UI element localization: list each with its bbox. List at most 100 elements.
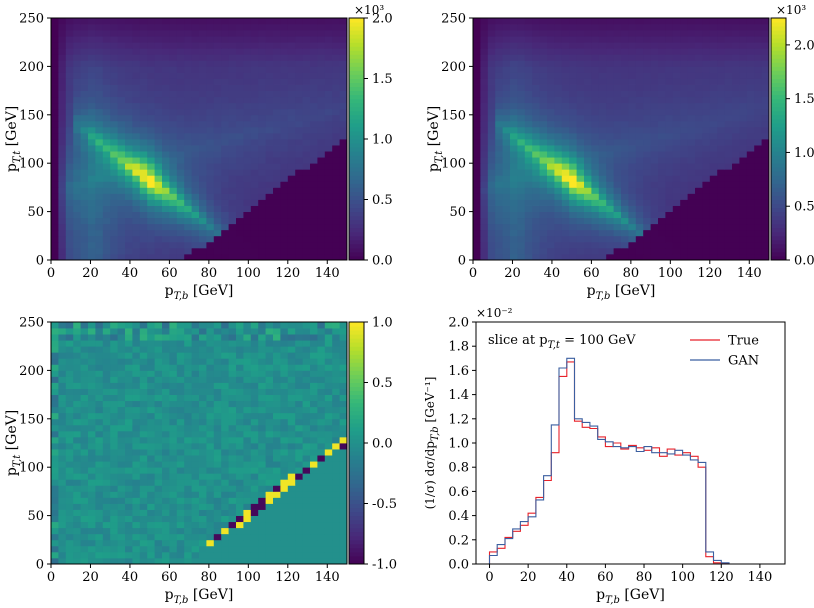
- heatmap-cell: [132, 120, 141, 128]
- heatmap-cell: [561, 30, 570, 37]
- heatmap-cell: [287, 193, 296, 200]
- heatmap-cell: [132, 443, 141, 450]
- heatmap-cell: [495, 181, 503, 188]
- heatmap-cell: [724, 84, 733, 91]
- heatmap-cell: [169, 436, 178, 444]
- heatmap-cell: [273, 145, 281, 152]
- heatmap-cell: [213, 340, 222, 347]
- heatmap-cell: [117, 340, 126, 347]
- heatmap-cell: [295, 120, 303, 128]
- colorbar-segment: [349, 151, 364, 156]
- heatmap-cell: [176, 48, 185, 55]
- colorbar-segment: [349, 106, 364, 112]
- heatmap-cell: [250, 132, 259, 140]
- heatmap-cell: [672, 102, 681, 110]
- heatmap-cell: [95, 181, 104, 188]
- heatmap-cell: [532, 139, 540, 146]
- heatmap-cell: [732, 163, 740, 170]
- heatmap-cell: [665, 163, 674, 170]
- heatmap-cell: [73, 169, 81, 176]
- heatmap-cell: [125, 102, 133, 110]
- colorbar-segment: [771, 203, 786, 209]
- heatmap-cell: [58, 376, 67, 383]
- heatmap-cell: [287, 455, 296, 462]
- heatmap-cell: [339, 84, 348, 91]
- heatmap-cell: [258, 364, 266, 371]
- heatmap-cell: [95, 205, 104, 212]
- heatmap-cell: [162, 358, 170, 365]
- heatmap-cell: [621, 54, 629, 61]
- heatmap-cell: [280, 217, 289, 225]
- heatmap-cell: [51, 328, 59, 335]
- heatmap-cell: [73, 515, 81, 523]
- heatmap-cell: [58, 328, 67, 335]
- x-tick-label: 80: [623, 266, 640, 281]
- heatmap-cell: [332, 364, 340, 371]
- heatmap-cell: [176, 533, 185, 541]
- heatmap-cell: [510, 36, 518, 43]
- heatmap-cell: [199, 139, 207, 146]
- heatmap-cell: [473, 145, 481, 152]
- heatmap-cell: [88, 78, 96, 85]
- heatmap-cell: [88, 467, 96, 474]
- heatmap-cell: [643, 241, 651, 249]
- heatmap-cell: [591, 114, 600, 122]
- heatmap-cell: [532, 90, 540, 98]
- heatmap-cell: [324, 346, 333, 353]
- heatmap-cell: [524, 90, 533, 98]
- heatmap-cell: [672, 72, 681, 79]
- heatmap-cell: [125, 54, 133, 61]
- heatmap-cell: [576, 187, 585, 194]
- heatmap-cell: [658, 217, 666, 225]
- heatmap-cell: [191, 388, 200, 395]
- heatmap-cell: [302, 430, 311, 438]
- heatmap-cell: [258, 205, 266, 212]
- heatmap-cell: [191, 394, 200, 402]
- heatmap-cell: [584, 151, 592, 158]
- colorbar-segment: [771, 122, 786, 128]
- colorbar-segment: [349, 239, 364, 245]
- heatmap-cell: [539, 175, 548, 182]
- heatmap-cell: [576, 253, 585, 261]
- heatmap-cell: [332, 455, 340, 462]
- heatmap-cell: [228, 509, 237, 516]
- heatmap-cell: [58, 84, 67, 91]
- heatmap-cell: [561, 229, 570, 237]
- heatmap-cell: [184, 334, 192, 341]
- heatmap-cell: [213, 358, 222, 365]
- heatmap-cell: [287, 527, 296, 535]
- heatmap-cell: [65, 126, 74, 134]
- heatmap-cell: [680, 108, 688, 116]
- heatmap-cell: [598, 157, 607, 164]
- heatmap-cell: [147, 430, 155, 438]
- heatmap-cell: [280, 443, 289, 450]
- heatmap-cell: [206, 169, 215, 176]
- heatmap-cell: [650, 72, 659, 79]
- heatmap-cell: [332, 102, 340, 110]
- heatmap-cell: [547, 139, 555, 146]
- heatmap-cell: [206, 545, 215, 553]
- heatmap-cell: [88, 394, 96, 402]
- heatmap-cell: [80, 346, 89, 353]
- heatmap-cell: [273, 412, 281, 420]
- heatmap-cell: [495, 241, 503, 249]
- heatmap-cell: [635, 90, 644, 98]
- heatmap-cell: [206, 157, 215, 164]
- heatmap-cell: [65, 533, 74, 541]
- heatmap-cell: [110, 175, 118, 182]
- heatmap-cell: [243, 503, 252, 510]
- heatmap-cell: [206, 370, 215, 377]
- heatmap-cell: [339, 163, 348, 170]
- heatmap-cell: [332, 66, 340, 73]
- heatmap-cell: [221, 24, 229, 31]
- heatmap-cell: [695, 66, 703, 73]
- heatmap-cell: [243, 54, 252, 61]
- heatmap-cell: [717, 193, 725, 200]
- heatmap-cell: [73, 358, 81, 365]
- heatmap-cell: [324, 527, 333, 535]
- heatmap-cell: [687, 66, 696, 73]
- heatmap-cell: [302, 30, 311, 37]
- heatmap-cell: [554, 48, 563, 55]
- heatmap-cell: [561, 126, 570, 134]
- heatmap-cell: [213, 217, 222, 225]
